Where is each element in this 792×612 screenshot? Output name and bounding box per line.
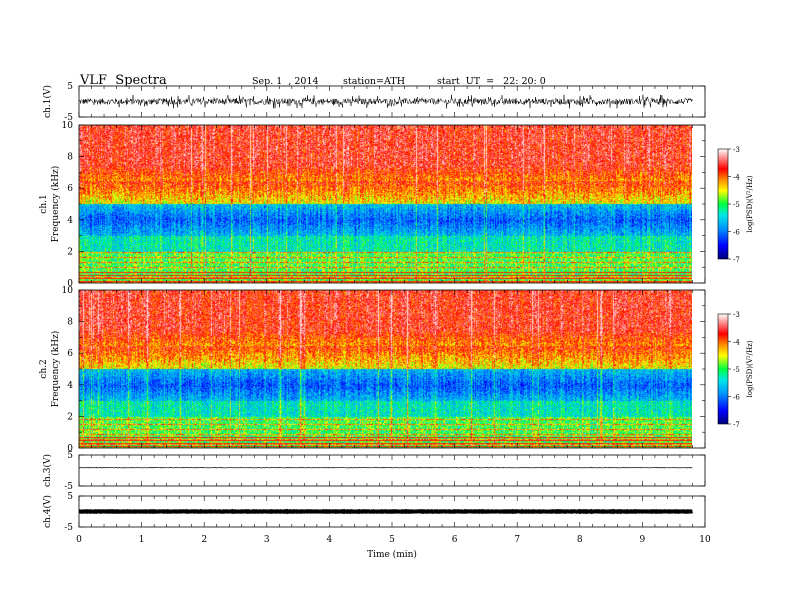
x-tick-label: 2 <box>201 535 207 545</box>
date-label: Sep. 1 , 2014 <box>252 76 319 87</box>
x-tick-label: 6 <box>452 535 458 545</box>
x-tick-label: 0 <box>76 535 82 545</box>
colorbar-label: log(PSD)(V²/Hz) <box>746 175 754 232</box>
x-tick-label: 8 <box>577 535 583 545</box>
colorbar-tick-label: -5 <box>733 366 740 374</box>
colorbar-tick-label: -4 <box>733 174 740 182</box>
colorbar-tick-label: -7 <box>733 421 740 429</box>
station-label: station=ATH <box>343 76 405 87</box>
y-tick-label: 10 <box>62 286 74 296</box>
start-time-label: start UT = 22: 20: 0 <box>437 76 546 87</box>
y-tick-label: 0 <box>67 279 73 289</box>
y-tick-label: 5 <box>67 492 73 502</box>
y-tick-label: -5 <box>64 113 73 123</box>
y-axis-label: ch.1 <box>39 194 49 213</box>
colorbar-tick-label: -3 <box>733 146 740 154</box>
x-tick-label: 1 <box>139 535 145 545</box>
x-axis-label: Time (min) <box>367 549 417 560</box>
y-tick-label: 5 <box>67 451 73 461</box>
colorbar <box>717 148 729 260</box>
y-tick-label: 2 <box>67 412 73 422</box>
x-tick-label: 7 <box>514 535 520 545</box>
y-tick-label: 8 <box>67 153 73 163</box>
y-axis-label: ch.2 <box>39 359 49 378</box>
x-tick-label: 5 <box>389 535 395 545</box>
axes-layer <box>78 85 731 528</box>
colorbar-tick-label: -5 <box>733 201 740 209</box>
colorbar-tick-label: -6 <box>733 394 740 402</box>
ch2-heatmap <box>79 290 692 448</box>
y-tick-label: 8 <box>67 318 73 328</box>
colorbar-tick-label: -6 <box>733 229 740 237</box>
y-axis-label: ch.1(V) <box>42 85 53 118</box>
y-axis-label: ch.4(V) <box>42 495 53 528</box>
x-tick-label: 10 <box>699 535 711 545</box>
y-tick-label: -5 <box>64 523 73 533</box>
ch1-trace <box>78 94 693 109</box>
y-tick-label: 4 <box>67 216 73 226</box>
y-axis-label: Frequency (kHz) <box>50 166 61 243</box>
y-tick-label: 5 <box>67 82 73 92</box>
y-tick-label: 0 <box>67 444 73 454</box>
colorbar-tick-label: -3 <box>733 311 740 319</box>
y-tick-label: -5 <box>64 482 73 492</box>
x-tick-label: 4 <box>327 535 333 545</box>
colorbar-label: log(PSD)(V²/Hz) <box>746 340 754 397</box>
panels-layer <box>78 94 693 515</box>
y-tick-label: 6 <box>67 184 73 194</box>
y-tick-label: 4 <box>67 381 73 391</box>
y-axis-label: ch.3(V) <box>42 454 53 487</box>
x-tick-label: 9 <box>640 535 646 545</box>
y-tick-label: 10 <box>62 121 74 131</box>
colorbar-tick-label: -4 <box>733 339 740 347</box>
x-tick-label: 3 <box>264 535 270 545</box>
y-axis-label: Frequency (kHz) <box>50 331 61 408</box>
ch1-heatmap <box>79 125 692 283</box>
figure-title: VLF Spectra <box>80 73 167 88</box>
y-tick-label: 2 <box>67 247 73 257</box>
colorbar <box>717 313 729 425</box>
colorbar-tick-label: -7 <box>733 256 740 264</box>
y-tick-label: 6 <box>67 349 73 359</box>
